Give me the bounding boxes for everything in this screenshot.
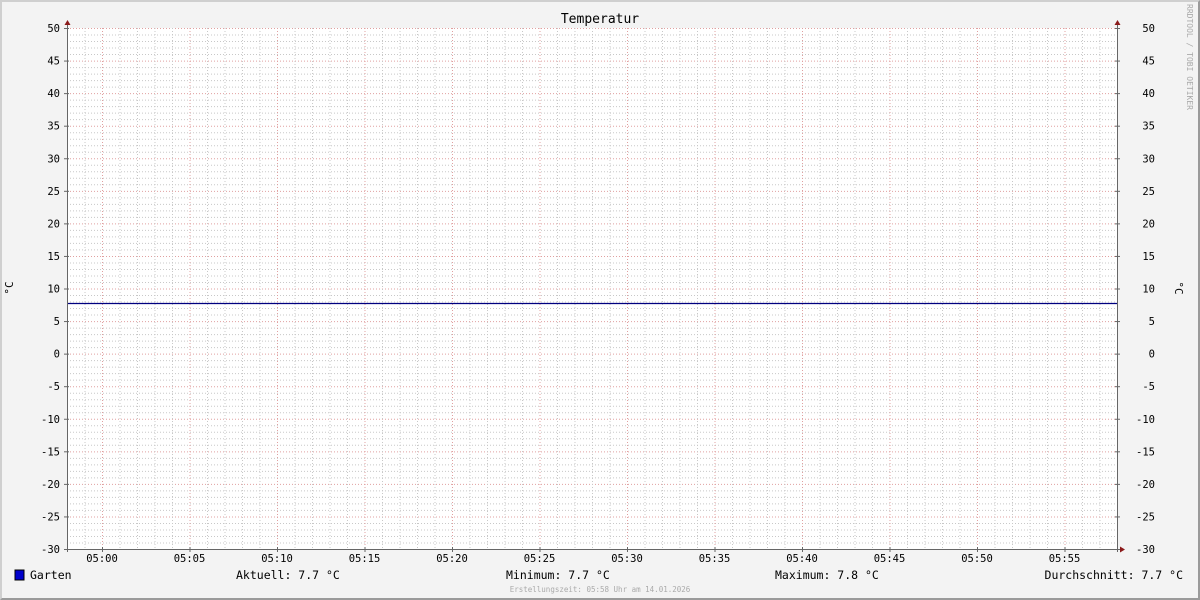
y-tick-label-right: -30 xyxy=(1136,544,1155,556)
y-tick-label-left: -15 xyxy=(41,446,60,458)
y-tick-label-right: -5 xyxy=(1142,381,1155,393)
x-tick-label: 05:00 xyxy=(86,553,118,565)
y-tick-label-left: 0 xyxy=(54,349,60,361)
y-tick-label-right: 20 xyxy=(1142,218,1155,230)
x-tick-label: 05:10 xyxy=(261,553,293,565)
y-tick-label-right: 45 xyxy=(1142,56,1155,68)
y-axis-arrow-left xyxy=(64,20,71,25)
y-axis-arrow-right xyxy=(1114,20,1121,25)
x-tick-labels: 05:00 05:05 05:10 05:15 05:20 05:25 05:30 05:35… xyxy=(86,553,1080,565)
x-tick-label: 05:35 xyxy=(699,553,731,565)
y-tick-label-right: 35 xyxy=(1142,121,1155,133)
chart-title: Temperatur xyxy=(561,12,639,27)
y-tick-label-left: 45 xyxy=(47,56,60,68)
x-tick-label: 05:15 xyxy=(349,553,381,565)
y-tick-label-right: 40 xyxy=(1142,88,1155,100)
x-tick-label: 05:45 xyxy=(874,553,906,565)
y-tick-label-right: -10 xyxy=(1136,414,1155,426)
y-tick-label-left: -30 xyxy=(41,544,60,556)
y-tick-label-left: 30 xyxy=(47,153,60,165)
legend-minimum: Minimum: 7.7 °C xyxy=(506,568,610,582)
y-tick-label-right: 15 xyxy=(1142,251,1155,263)
y-tick-label-left: -25 xyxy=(41,511,60,523)
legend-current: Aktuell: 7.7 °C xyxy=(236,568,340,582)
x-tick-label: 05:20 xyxy=(436,553,468,565)
y-tick-label-left: 25 xyxy=(47,186,60,198)
axes xyxy=(64,20,1125,553)
legend-swatch-garten xyxy=(14,569,25,581)
y-axis-label-left: °C xyxy=(3,281,16,294)
y-tick-label-left: 5 xyxy=(54,316,60,328)
y-tick-label-right: 0 xyxy=(1149,349,1155,361)
legend-maximum: Maximum: 7.8 °C xyxy=(775,568,879,582)
legend-series-name: Garten xyxy=(30,568,72,582)
y-tick-label-left: -10 xyxy=(41,414,60,426)
y-tick-label-right: 30 xyxy=(1142,153,1155,165)
y-tick-label-right: 25 xyxy=(1142,186,1155,198)
y-tick-label-right: -25 xyxy=(1136,511,1155,523)
y-tick-label-right: 50 xyxy=(1142,23,1155,35)
y-tick-label-left: 35 xyxy=(47,121,60,133)
y-axis-label-right: °C xyxy=(1172,281,1185,294)
x-tick-label: 05:30 xyxy=(611,553,643,565)
x-tick-label: 05:50 xyxy=(961,553,993,565)
creation-time-footer: Erstellungszeit: 05:58 Uhr am 14.01.2026 xyxy=(510,585,691,594)
y-tick-label-left: 10 xyxy=(47,284,60,296)
x-tick-label: 05:25 xyxy=(524,553,556,565)
y-tick-label-left: 20 xyxy=(47,218,60,230)
y-tick-label-right: 10 xyxy=(1142,284,1155,296)
y-tick-label-left: -20 xyxy=(41,479,60,491)
x-tick-label: 05:40 xyxy=(786,553,818,565)
y-tick-label-left: 40 xyxy=(47,88,60,100)
x-axis-arrow xyxy=(1120,546,1125,553)
y-tick-label-left: 15 xyxy=(47,251,60,263)
grid xyxy=(67,28,1118,550)
y-tick-label-left: -5 xyxy=(47,381,60,393)
legend-average: Durchschnitt: 7.7 °C xyxy=(1045,568,1184,582)
x-tick-label: 05:05 xyxy=(174,553,206,565)
watermark: RRDTOOL / TOBI OETIKER xyxy=(1185,4,1194,110)
x-tick-label: 05:55 xyxy=(1049,553,1081,565)
y-tick-label-right: -15 xyxy=(1136,446,1155,458)
y-tick-label-left: 50 xyxy=(47,23,60,35)
y-tick-label-right: -20 xyxy=(1136,479,1155,491)
y-tick-label-right: 5 xyxy=(1149,316,1155,328)
